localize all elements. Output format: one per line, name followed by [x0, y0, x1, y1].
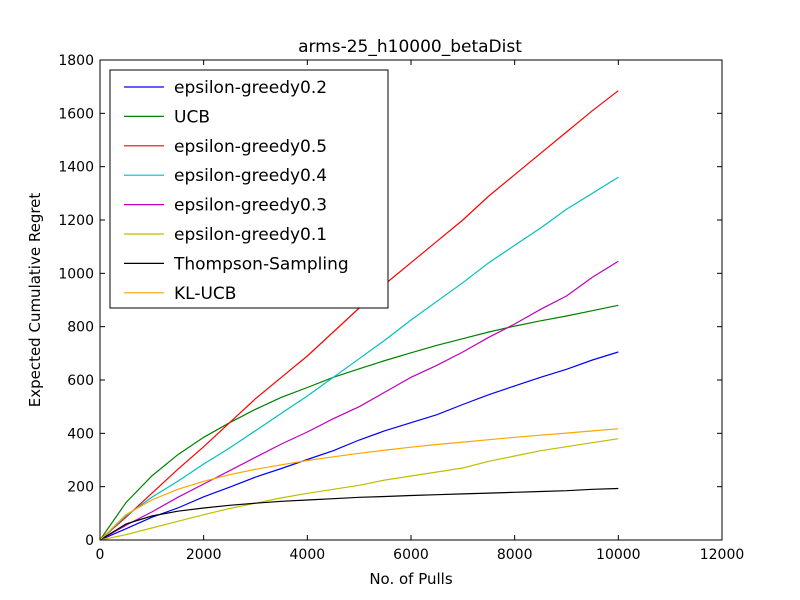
- legend-label: epsilon-greedy0.2: [174, 78, 327, 98]
- x-tick-label: 8000: [497, 547, 533, 563]
- x-tick-label: 6000: [393, 547, 429, 563]
- y-axis-label: Expected Cumulative Regret: [26, 193, 44, 408]
- legend-label: epsilon-greedy0.5: [174, 137, 327, 157]
- legend-label: epsilon-greedy0.1: [174, 225, 327, 245]
- legend-label: epsilon-greedy0.4: [174, 166, 327, 186]
- legend-label: KL-UCB: [174, 284, 236, 304]
- y-tick-label: 1800: [58, 53, 94, 69]
- x-tick-label: 10000: [596, 547, 641, 563]
- series-line-epsilon-greedy0.2: [99, 351, 619, 541]
- y-tick-label: 1200: [58, 213, 94, 229]
- series-line-epsilon-greedy0.4: [99, 176, 619, 541]
- series-line-epsilon-greedy0.1: [99, 438, 619, 541]
- axis-ticks: 0 2000 4000 6000 8000 10000 12000 0 200 400 600 800…: [58, 53, 744, 563]
- legend-label: epsilon-greedy0.3: [174, 196, 327, 216]
- y-tick-label: 1600: [58, 106, 94, 122]
- legend-label: UCB: [174, 107, 210, 127]
- y-tick-label: 0: [85, 533, 94, 549]
- y-tick-label: 200: [67, 480, 94, 496]
- x-axis-label: No. of Pulls: [369, 570, 453, 588]
- y-tick-label: 800: [67, 320, 94, 336]
- y-tick-label: 400: [67, 426, 94, 442]
- legend-box: [109, 69, 389, 309]
- series-line-KL-UCB: [99, 428, 619, 541]
- y-tick-label: 1000: [58, 266, 94, 282]
- series-line-UCB: [99, 304, 619, 541]
- x-tick-label: 12000: [700, 547, 745, 563]
- x-tick-label: 2000: [186, 547, 222, 563]
- legend-label: Thompson-Sampling: [173, 254, 349, 274]
- x-tick-label: 4000: [290, 547, 326, 563]
- legend: epsilon-greedy0.2 UCB epsilon-greedy0.5 eps…: [109, 69, 389, 309]
- chart-title: arms-25_h10000_betaDist: [298, 37, 522, 57]
- y-tick-label: 1400: [58, 160, 94, 176]
- series-line-Thompson-Sampling: [99, 487, 619, 541]
- series-line-epsilon-greedy0.3: [99, 260, 619, 541]
- x-tick-label: 0: [96, 547, 105, 563]
- y-tick-label: 600: [67, 373, 94, 389]
